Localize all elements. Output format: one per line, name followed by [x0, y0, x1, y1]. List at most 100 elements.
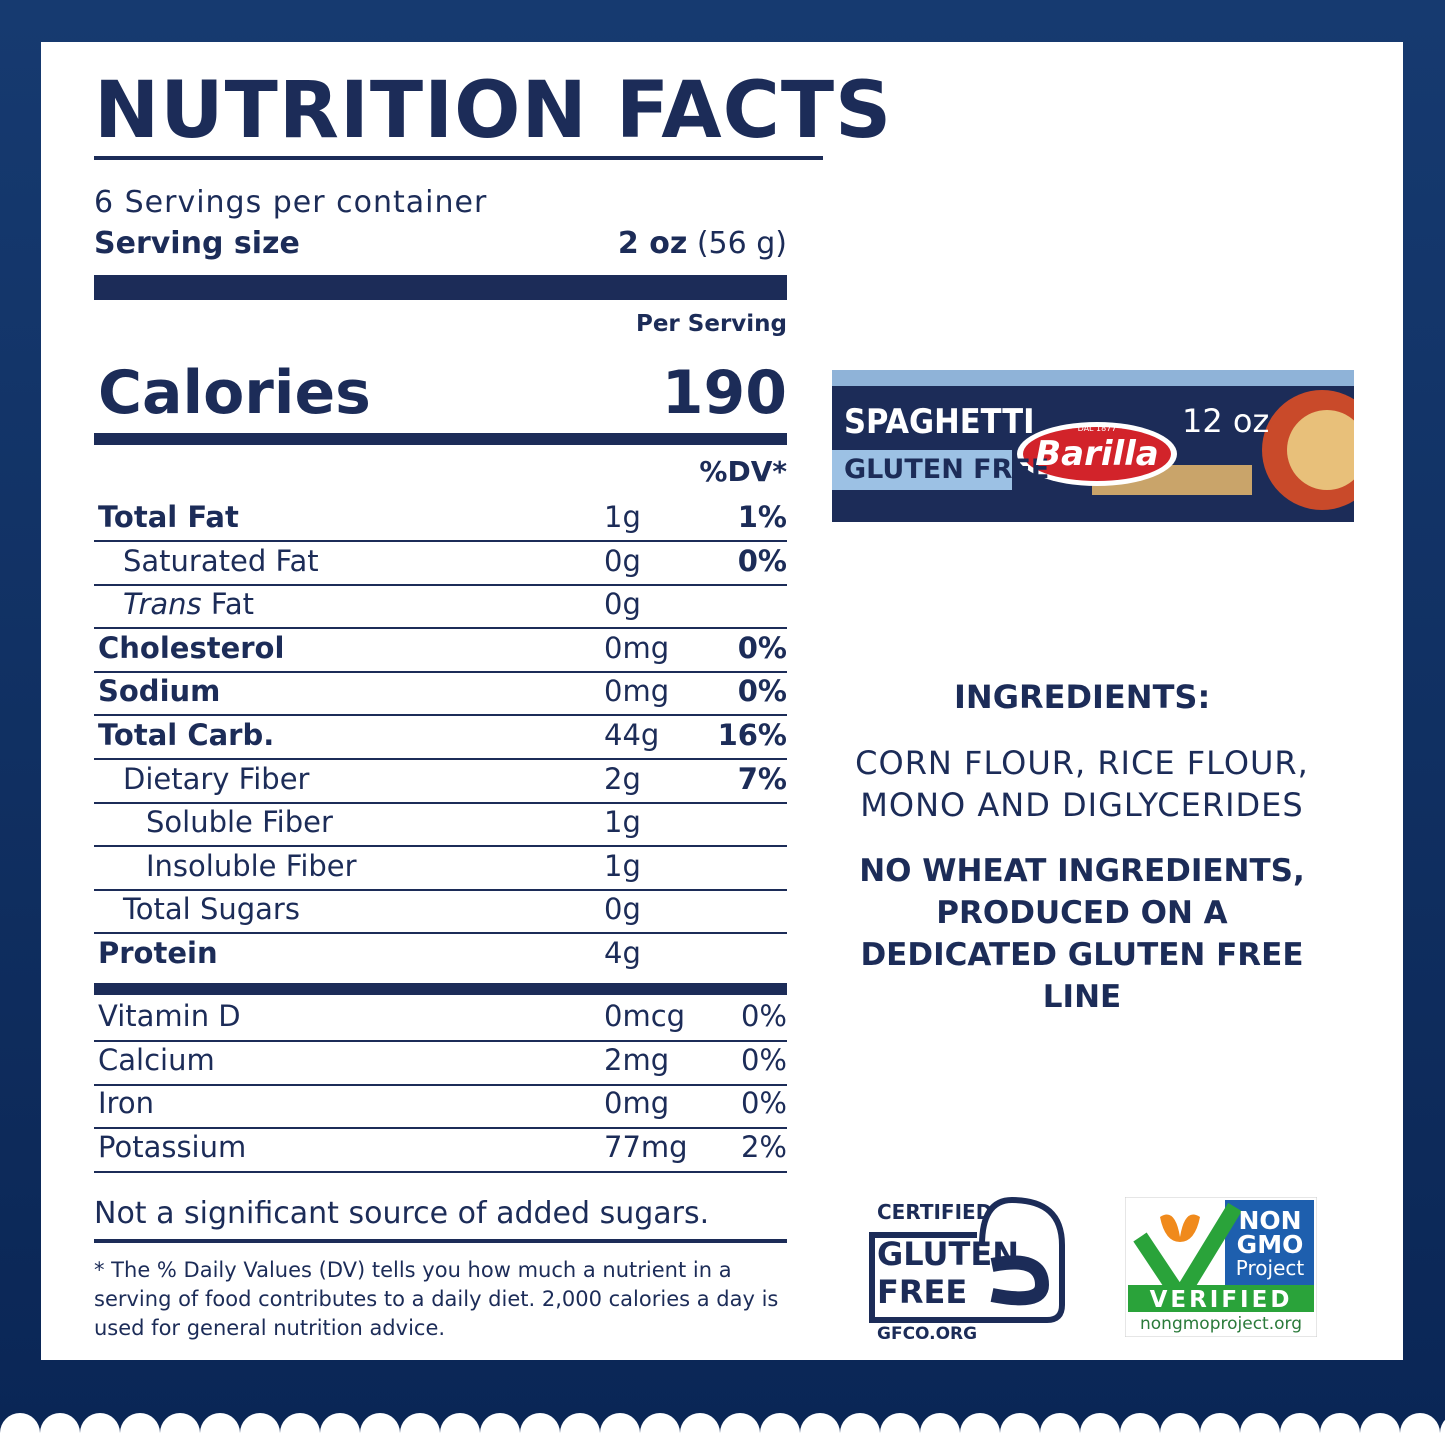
daily-value: 7%: [737, 761, 787, 796]
badge-text: NON: [1238, 1206, 1301, 1235]
badge-text: GLUTEN: [877, 1235, 1019, 1273]
daily-value: 0%: [737, 543, 787, 578]
non-gmo-badge: NON GMO Project VERIFIED nongmoproject.o…: [1125, 1197, 1317, 1337]
row-rule: [94, 1083, 787, 1086]
ingredients-title: INGREDIENTS:: [954, 678, 1211, 716]
dv-header: %DV*: [699, 455, 787, 488]
name-text: Total Fat: [98, 500, 239, 534]
product: SPAGHETTI: [844, 402, 1035, 442]
brand: Barilla: [1035, 434, 1159, 474]
row-rule: [94, 583, 787, 586]
servings: 6 Servings per container: [94, 185, 488, 220]
name-text: Saturated Fat: [123, 543, 319, 578]
amount: 1g: [604, 500, 641, 534]
variant: GLUTEN FREE: [844, 454, 1049, 485]
rule: [94, 156, 823, 160]
nutrient-name: Saturated Fat: [123, 544, 319, 578]
badge-text: GFCO.ORG: [877, 1324, 977, 1344]
row-rule: [94, 627, 787, 630]
serving-amount: 2 oz: [617, 226, 688, 261]
name-text: Total Sugars: [123, 892, 300, 927]
daily-value: 2%: [740, 1129, 787, 1164]
rule: [94, 1239, 787, 1243]
nutrient-name: Dietary Fiber: [123, 762, 309, 796]
name-text: Protein: [98, 936, 218, 970]
row-rule: [94, 932, 787, 935]
row-rule: [94, 1170, 787, 1173]
row-rule: [94, 758, 787, 760]
nutrient-name: Total Sugars: [123, 892, 300, 926]
ingredients-list: CORN FLOUR, RICE FLOUR, MONO AND DIGLYCE…: [855, 744, 1309, 824]
nutrient-name: Sodium: [98, 674, 220, 708]
per-serving: Per Serving: [635, 311, 787, 337]
calories: 190: [661, 358, 787, 428]
nutrient-name: Total Fat: [98, 500, 239, 534]
package: SPAGHETTI GLUTEN FREE DAL 1877 Barilla 1…: [832, 370, 1354, 522]
amount: 0g: [604, 543, 641, 578]
row-rule: [94, 670, 787, 673]
statement: NO WHEAT INGREDIENTS, PRODUCED ON A DEDI…: [859, 853, 1305, 1015]
amount: 77mg: [604, 1129, 688, 1164]
daily-value: 0%: [740, 1086, 787, 1121]
amount: 1g: [604, 848, 641, 883]
italic: Trans: [123, 587, 202, 622]
scallop-edge: [0, 1395, 1445, 1445]
row-rule: [94, 1127, 787, 1130]
thick-rule: [94, 983, 787, 995]
daily-value: 0%: [737, 674, 787, 709]
badge-text: CERTIFIED: [877, 1200, 992, 1224]
name-text: Soluble Fiber: [146, 805, 333, 840]
rule: [94, 433, 787, 445]
nutrient-name: Insoluble Fiber: [146, 849, 357, 883]
amount: 44g: [604, 718, 660, 752]
thick-rule: [94, 275, 787, 300]
amount: 0mg: [604, 674, 670, 709]
vitamin-name: Iron: [98, 1086, 154, 1121]
daily-value: 1%: [737, 500, 787, 534]
amount: 4g: [604, 936, 641, 970]
vitamin-name: Potassium: [98, 1129, 247, 1164]
amount: 0mcg: [604, 999, 686, 1033]
since: DAL 1877: [1078, 424, 1117, 433]
daily-value: 16%: [717, 718, 787, 752]
daily-value: 0%: [740, 1042, 787, 1077]
nutrient-name: Total Carb.: [98, 718, 274, 752]
name-text: Dietary Fiber: [123, 761, 310, 796]
panel: [41, 42, 1403, 1360]
nutrient-name: Trans Fat: [123, 587, 254, 621]
badge-text: FREE: [877, 1273, 967, 1311]
row-rule: [94, 801, 787, 804]
name-text: Sodium: [98, 674, 221, 709]
serving-size-label: Serving size: [94, 226, 300, 261]
nutrient-name: Soluble Fiber: [146, 805, 333, 839]
daily-value: 0%: [737, 630, 787, 665]
row-rule: [94, 845, 787, 848]
vitamin-name: Calcium: [98, 1042, 215, 1077]
amount: 2mg: [604, 1042, 670, 1077]
calories-label: Calories: [98, 358, 371, 428]
amount: 2g: [604, 761, 641, 796]
row-rule: [94, 714, 787, 717]
added-sugars-note: Not a significant source of added sugars…: [94, 1196, 710, 1231]
name-text: Cholesterol: [98, 630, 285, 665]
footnote: * The % Daily Values (DV) tells you how …: [94, 1258, 779, 1340]
name-text: Fat: [210, 587, 255, 622]
row-rule: [94, 1040, 787, 1042]
amount: 1g: [604, 805, 641, 840]
weight: 12 oz: [1182, 402, 1269, 440]
vitamin-name: Vitamin D: [98, 999, 241, 1033]
serving-size: 2 oz (56 g): [618, 226, 787, 261]
nutrient-name: Protein: [98, 936, 218, 970]
badge-text: VERIFIED: [1150, 1287, 1293, 1313]
amount: 0g: [604, 587, 641, 622]
badge-text: Project: [1236, 1256, 1305, 1280]
badge-text: nongmoproject.org: [1140, 1314, 1302, 1334]
serving-grams: (56 g): [696, 226, 787, 261]
amount: 0mg: [604, 1086, 670, 1121]
nutrient-name: Cholesterol: [98, 631, 284, 665]
name-text: Insoluble Fiber: [146, 848, 357, 883]
name-text: Total Carb.: [98, 718, 275, 752]
daily-value: 0%: [740, 999, 787, 1033]
row-rule: [94, 540, 787, 542]
